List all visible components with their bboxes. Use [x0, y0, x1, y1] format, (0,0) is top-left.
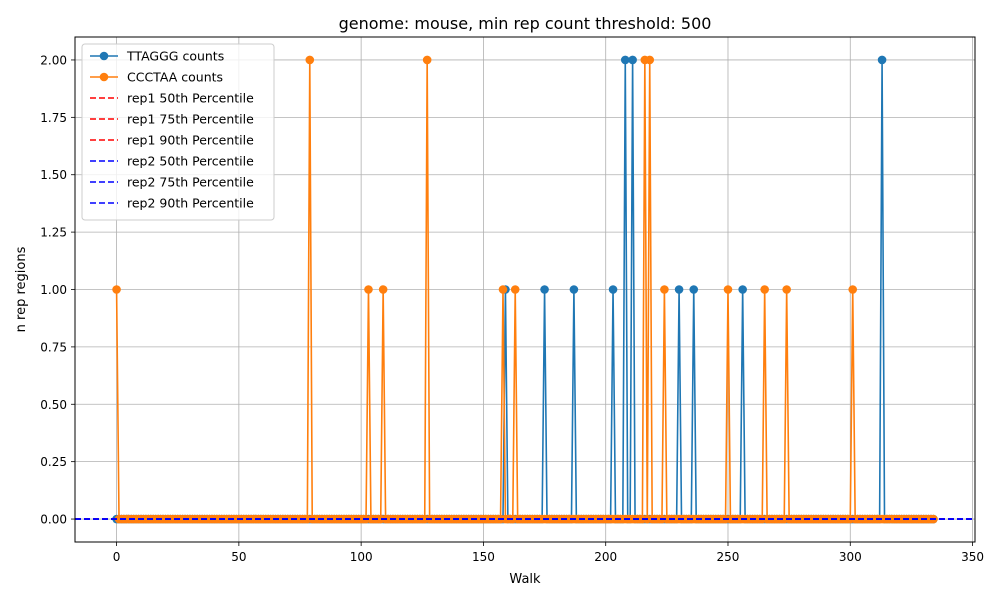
- data-point: [608, 285, 618, 294]
- x-axis-label: Walk: [509, 572, 541, 587]
- x-tick-label: 100: [350, 550, 373, 564]
- y-tick-label: 1.25: [40, 226, 67, 240]
- y-tick-label: 1.75: [40, 111, 67, 125]
- legend-label: rep2 75th Percentile: [127, 175, 254, 190]
- data-point: [378, 285, 388, 294]
- legend: TTAGGG counts CCCTAA counts rep1 50th Perc…: [81, 43, 275, 221]
- data-point: [628, 55, 637, 65]
- data-point: [112, 285, 121, 294]
- data-point: [510, 285, 520, 294]
- x-tick-label: 250: [717, 550, 740, 564]
- data-point: [620, 55, 630, 65]
- y-tick-label: 2.00: [40, 53, 67, 67]
- data-point: [782, 285, 791, 294]
- x-tick-label: 0: [113, 550, 121, 564]
- y-axis-label: n rep regions: [14, 246, 29, 332]
- x-tick-label: 200: [594, 550, 617, 564]
- data-point: [723, 285, 733, 294]
- plot-area: [75, 55, 975, 524]
- legend-label: rep1 50th Percentile: [127, 91, 254, 106]
- data-point: [660, 285, 669, 294]
- data-point: [848, 285, 858, 294]
- data-point: [760, 285, 769, 294]
- x-tick-label: 50: [231, 550, 246, 564]
- legend-label: rep2 50th Percentile: [127, 154, 254, 169]
- axis-ticks: 0 50 100 150 200 250 300 350 0.00 0.25 0.50 0.75 1.0…: [40, 53, 984, 564]
- y-tick-label: 1.50: [40, 168, 67, 182]
- y-tick-label: 0.25: [40, 455, 67, 469]
- data-point: [540, 285, 549, 294]
- data-point: [305, 55, 315, 65]
- data-point: [738, 285, 747, 294]
- legend-box: [81, 43, 275, 221]
- y-tick-label: 0.00: [40, 513, 67, 527]
- legend-label: rep1 90th Percentile: [127, 133, 254, 148]
- legend-label: TTAGGG counts: [126, 49, 224, 64]
- data-point: [689, 285, 699, 294]
- data-point: [498, 285, 508, 294]
- y-tick-label: 0.50: [40, 398, 67, 412]
- x-tick-label: 350: [961, 550, 984, 564]
- legend-swatch-marker: [99, 51, 109, 61]
- x-tick-label: 150: [472, 550, 495, 564]
- data-point: [569, 285, 579, 294]
- y-tick-label: 0.75: [40, 340, 67, 354]
- data-point: [422, 55, 432, 65]
- x-tick-label: 300: [839, 550, 862, 564]
- chart-title: genome: mouse, min rep count threshold: …: [339, 14, 712, 33]
- y-tick-label: 1.00: [40, 283, 67, 297]
- data-point: [674, 285, 684, 294]
- legend-label: rep1 75th Percentile: [127, 112, 254, 127]
- data-point: [877, 55, 887, 65]
- data-point: [364, 285, 373, 294]
- legend-label: rep2 90th Percentile: [127, 196, 254, 211]
- legend-label: CCCTAA counts: [127, 70, 223, 85]
- legend-swatch-marker: [99, 72, 109, 82]
- data-point: [645, 55, 655, 65]
